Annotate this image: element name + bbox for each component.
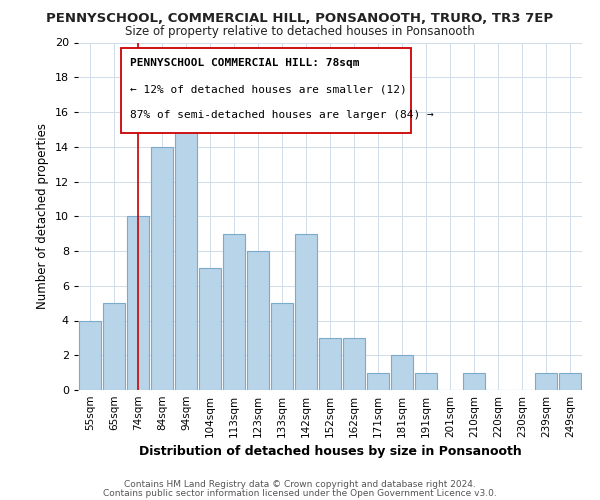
- Bar: [415, 372, 437, 390]
- Bar: [367, 372, 389, 390]
- Bar: [295, 234, 317, 390]
- Bar: [223, 234, 245, 390]
- Text: Contains HM Land Registry data © Crown copyright and database right 2024.: Contains HM Land Registry data © Crown c…: [124, 480, 476, 489]
- Text: PENNYSCHOOL, COMMERCIAL HILL, PONSANOOTH, TRURO, TR3 7EP: PENNYSCHOOL, COMMERCIAL HILL, PONSANOOTH…: [46, 12, 554, 26]
- Y-axis label: Number of detached properties: Number of detached properties: [36, 123, 49, 309]
- Bar: [391, 355, 413, 390]
- Text: Size of property relative to detached houses in Ponsanooth: Size of property relative to detached ho…: [125, 25, 475, 38]
- Bar: [127, 216, 149, 390]
- Bar: [151, 147, 173, 390]
- Text: ← 12% of detached houses are smaller (12): ← 12% of detached houses are smaller (12…: [130, 84, 407, 94]
- X-axis label: Distribution of detached houses by size in Ponsanooth: Distribution of detached houses by size …: [139, 446, 521, 458]
- Text: PENNYSCHOOL COMMERCIAL HILL: 78sqm: PENNYSCHOOL COMMERCIAL HILL: 78sqm: [130, 58, 359, 68]
- Bar: [319, 338, 341, 390]
- Bar: [535, 372, 557, 390]
- FancyBboxPatch shape: [121, 48, 410, 133]
- Text: Contains public sector information licensed under the Open Government Licence v3: Contains public sector information licen…: [103, 489, 497, 498]
- Bar: [79, 320, 101, 390]
- Bar: [271, 303, 293, 390]
- Bar: [175, 112, 197, 390]
- Bar: [559, 372, 581, 390]
- Bar: [247, 251, 269, 390]
- Text: 87% of semi-detached houses are larger (84) →: 87% of semi-detached houses are larger (…: [130, 110, 434, 120]
- Bar: [343, 338, 365, 390]
- Bar: [463, 372, 485, 390]
- Bar: [103, 303, 125, 390]
- Bar: [199, 268, 221, 390]
